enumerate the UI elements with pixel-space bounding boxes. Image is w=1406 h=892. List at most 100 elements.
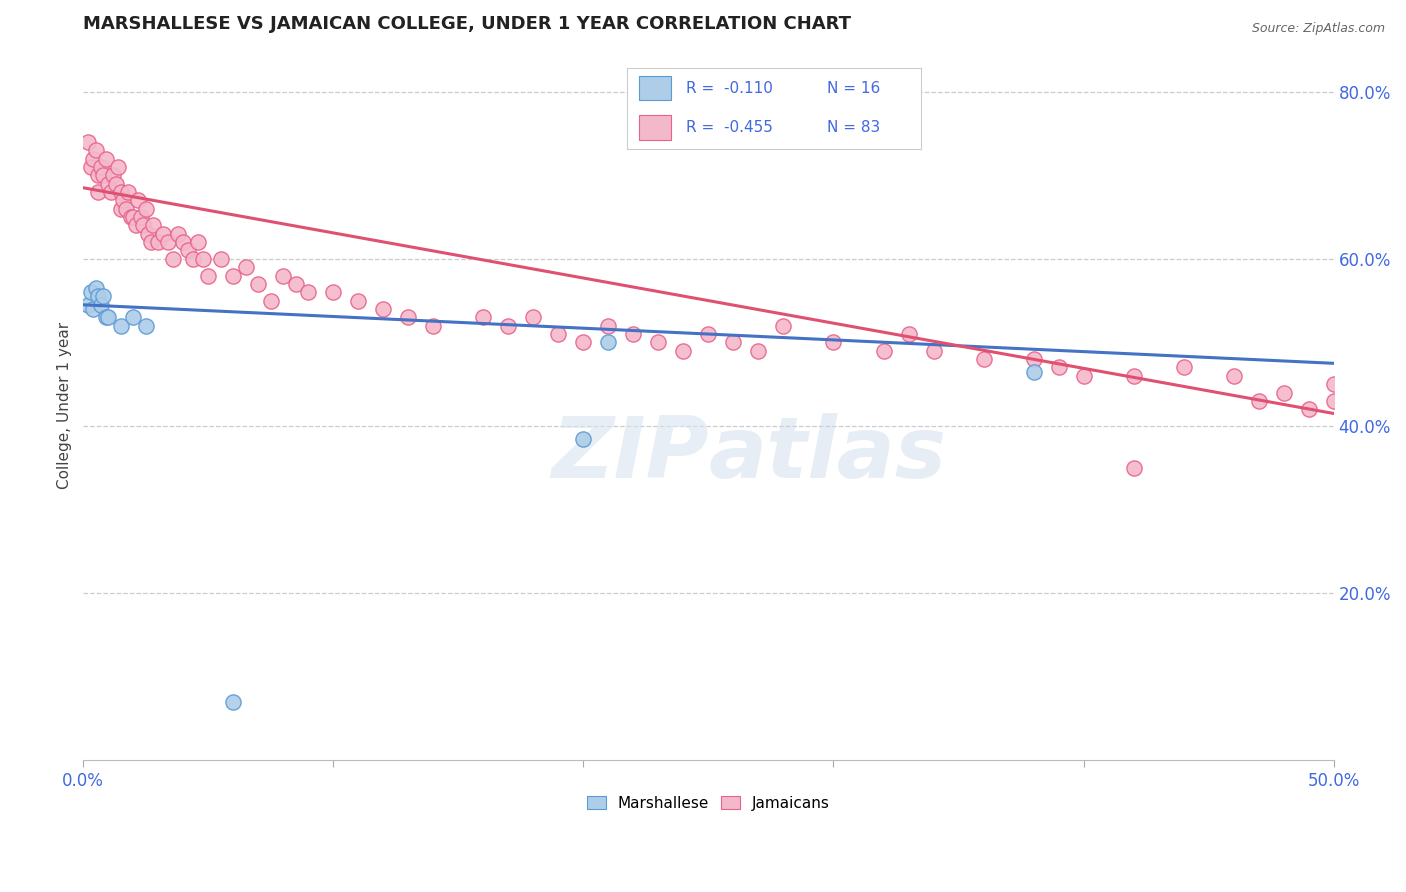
Point (897, 326, 920, 341)
Point (1047, 360, 1070, 375)
Point (297, 285, 319, 300)
Point (120, 210, 142, 224)
Point (132, 219, 155, 233)
Point (103, 168, 125, 182)
Point (872, 343, 894, 358)
Point (80, 285, 103, 300)
Point (273, 268, 295, 283)
Text: MARSHALLESE VS JAMAICAN COLLEGE, UNDER 1 YEAR CORRELATION CHART: MARSHALLESE VS JAMAICAN COLLEGE, UNDER 1… (83, 15, 851, 33)
Point (1073, 368, 1095, 383)
Point (973, 352, 995, 367)
Point (422, 318, 444, 333)
Legend: Marshallese, Jamaicans: Marshallese, Jamaicans (581, 789, 837, 817)
Point (723, 335, 745, 350)
Point (181, 252, 204, 266)
Point (112, 194, 135, 208)
Point (598, 335, 620, 350)
Point (823, 335, 845, 350)
Point (122, 310, 145, 325)
Point (222, 268, 245, 283)
Point (193, 252, 215, 266)
Point (647, 335, 669, 350)
Point (125, 219, 148, 233)
Point (80, 160, 103, 174)
Point (1323, 377, 1346, 392)
Point (127, 194, 149, 208)
Point (139, 235, 162, 249)
Point (1022, 365, 1045, 379)
Point (117, 185, 139, 199)
Point (672, 343, 695, 358)
Point (94, 152, 117, 166)
Point (177, 244, 200, 258)
Point (142, 219, 165, 233)
Point (572, 335, 595, 350)
Point (1298, 402, 1320, 417)
Point (1323, 393, 1346, 408)
Point (623, 326, 645, 341)
Point (84, 143, 107, 157)
Point (547, 326, 569, 341)
Point (91, 289, 114, 303)
Point (87, 289, 110, 303)
Point (90, 298, 112, 312)
Point (136, 227, 159, 241)
Point (572, 432, 595, 446)
Point (122, 210, 145, 224)
Point (498, 318, 520, 333)
Point (97, 310, 120, 325)
Point (922, 343, 945, 358)
Text: ZIP: ZIP (551, 413, 709, 496)
Point (322, 285, 344, 300)
Text: Source: ZipAtlas.com: Source: ZipAtlas.com (1251, 22, 1385, 36)
Point (747, 343, 769, 358)
Point (284, 277, 307, 291)
Point (187, 235, 209, 249)
Point (209, 252, 232, 266)
Point (522, 310, 544, 325)
Point (1247, 393, 1270, 408)
Point (247, 277, 270, 291)
Point (110, 318, 132, 333)
Point (84, 281, 107, 295)
Point (172, 235, 194, 249)
Point (87, 185, 110, 199)
Point (100, 185, 122, 199)
Point (82, 301, 104, 316)
Point (162, 252, 184, 266)
Point (110, 185, 132, 199)
Point (347, 293, 370, 308)
Point (222, 695, 245, 709)
Point (91, 168, 114, 182)
Point (1272, 385, 1295, 400)
Point (373, 301, 395, 316)
Point (152, 227, 174, 241)
Point (97, 177, 120, 191)
Point (129, 210, 152, 224)
Y-axis label: College, Under 1 year: College, Under 1 year (58, 321, 72, 489)
Point (1122, 368, 1144, 383)
Point (1173, 360, 1195, 375)
Point (396, 310, 419, 325)
Point (77, 135, 100, 149)
Point (1122, 460, 1144, 475)
Point (148, 235, 170, 249)
Point (90, 160, 112, 174)
Point (94, 310, 117, 325)
Point (697, 326, 720, 341)
Point (235, 260, 257, 275)
Text: atlas: atlas (709, 413, 946, 496)
Point (157, 235, 180, 249)
Point (167, 227, 190, 241)
Point (135, 202, 157, 216)
Point (1022, 352, 1045, 367)
Point (598, 318, 620, 333)
Point (260, 293, 283, 308)
Point (772, 318, 794, 333)
Point (104, 177, 127, 191)
Point (135, 318, 157, 333)
Point (87, 168, 110, 182)
Point (77, 298, 100, 312)
Point (82, 152, 104, 166)
Point (110, 202, 132, 216)
